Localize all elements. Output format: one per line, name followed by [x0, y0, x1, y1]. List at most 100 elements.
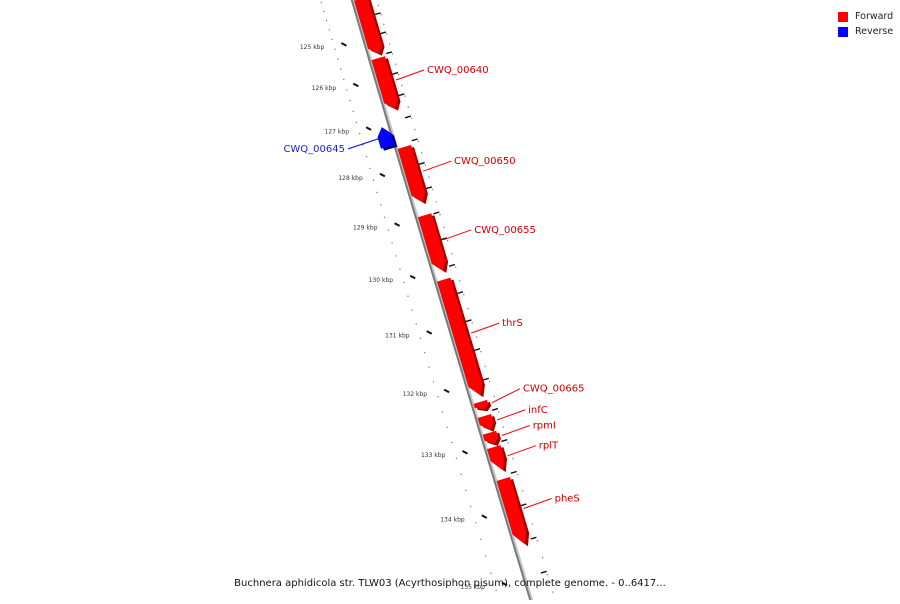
tick-mark	[340, 42, 347, 47]
gene-feature-CWQ_00650	[397, 145, 425, 203]
track-dot	[502, 426, 505, 428]
gene-label: CWQ_00665	[523, 384, 585, 395]
gene-label: pheS	[555, 494, 580, 505]
gene-label: CWQ_00655	[474, 225, 536, 236]
gene-label: CWQ_00645	[283, 144, 345, 155]
tick-mark	[443, 388, 450, 394]
tick-mark	[426, 330, 433, 335]
gene-label-connector	[496, 409, 526, 421]
ruler-dot	[424, 351, 426, 354]
track-dot	[428, 176, 430, 178]
gene-feature-CWQ_00645	[377, 127, 395, 149]
gene-label: rplT	[539, 441, 559, 452]
track-dot	[547, 574, 549, 576]
track-tick	[425, 186, 433, 190]
ruler-dot	[399, 268, 401, 270]
ruler-dot	[340, 68, 342, 70]
track-dot	[401, 84, 403, 87]
track-tick	[510, 470, 517, 474]
track-dot	[410, 117, 413, 120]
ruler-dot	[460, 473, 462, 475]
gene-feature-infC	[477, 414, 494, 430]
track-dot	[484, 365, 486, 368]
track-tick	[473, 348, 481, 352]
tick-mark	[352, 82, 359, 88]
legend-item-reverse: Reverse	[838, 24, 900, 39]
ruler-dot	[428, 366, 430, 368]
track-dot	[424, 164, 426, 166]
track-dot	[414, 129, 416, 131]
track-tick	[530, 536, 537, 540]
track-dot	[407, 106, 409, 108]
gene-label-connector	[347, 138, 379, 150]
legend-forward-label: Forward	[855, 11, 894, 22]
ruler-dot	[362, 144, 364, 146]
track-dot	[507, 442, 509, 444]
tick-label: 133 kbp	[421, 452, 446, 459]
track-dot	[536, 540, 539, 542]
track-dot	[377, 4, 379, 7]
tick-label: 130 kbp	[369, 277, 394, 284]
gene-feature-CWQ_00640	[371, 56, 398, 109]
track-tick	[392, 71, 399, 75]
legend-item-forward: Forward	[838, 9, 900, 24]
ruler-dot	[387, 229, 389, 231]
reverse-swatch-icon	[838, 26, 848, 37]
gene-label: rpmI	[533, 421, 556, 432]
ruler-dot	[337, 58, 339, 60]
track-tick	[448, 263, 456, 267]
track-dot	[386, 33, 388, 35]
ruler-dot	[485, 555, 487, 557]
tick-label: 129 kbp	[353, 224, 378, 231]
gene-feature-CWQ_00665	[473, 399, 489, 410]
track-tick	[385, 51, 393, 55]
genome-caption: Buchnera aphidicola str. TLW03 (Acyrthos…	[234, 578, 666, 589]
track-dot	[467, 307, 469, 310]
legend-reverse-label: Reverse	[855, 26, 894, 37]
forward-swatch-icon	[838, 11, 848, 22]
ruler-dot	[395, 255, 397, 257]
ruler-dot	[323, 10, 325, 13]
ruler-dot	[437, 396, 439, 398]
gene-label: infC	[528, 405, 548, 416]
gene-feature-rpmI	[482, 430, 498, 444]
ruler-dot	[369, 167, 371, 170]
track-dot	[391, 53, 394, 55]
track-dot	[493, 395, 495, 398]
track-dot	[463, 293, 465, 296]
track-tick	[433, 211, 440, 215]
ruler-dot	[415, 323, 417, 325]
track-dot	[451, 253, 453, 255]
gene-feature-pheS	[496, 477, 527, 545]
ruler-dot	[380, 204, 382, 206]
ruler-dot	[470, 505, 472, 508]
tick-label: 135 kbp	[460, 584, 485, 591]
tick-label: 132 kbp	[403, 391, 428, 398]
tick-label: 134 kbp	[440, 517, 465, 524]
gene-feature-unnamed	[354, 0, 382, 54]
ruler-dot	[490, 572, 492, 574]
track-dot	[498, 411, 500, 413]
ruler-dot	[372, 179, 375, 181]
gene-label-connector	[443, 229, 472, 241]
track-tick	[491, 407, 499, 411]
track-tick	[520, 503, 527, 507]
ruler-dot	[441, 411, 444, 413]
track-dot	[394, 63, 397, 65]
gene-label-connector	[422, 160, 452, 172]
ruler-dot	[480, 538, 482, 541]
track-tick	[404, 115, 412, 119]
ruler-dot	[328, 29, 330, 31]
tick-mark	[481, 514, 488, 519]
track-tick	[398, 93, 405, 97]
ruler-dot	[343, 78, 345, 81]
ruler-dot	[376, 191, 378, 194]
ruler-dot	[432, 381, 435, 383]
legend: Forward Reverse	[838, 9, 900, 39]
track-dot	[439, 213, 441, 216]
track-dot	[541, 556, 544, 559]
track-dot	[417, 140, 419, 142]
track-dot	[455, 266, 457, 268]
track-dot	[443, 226, 445, 229]
track-dot	[552, 591, 554, 593]
